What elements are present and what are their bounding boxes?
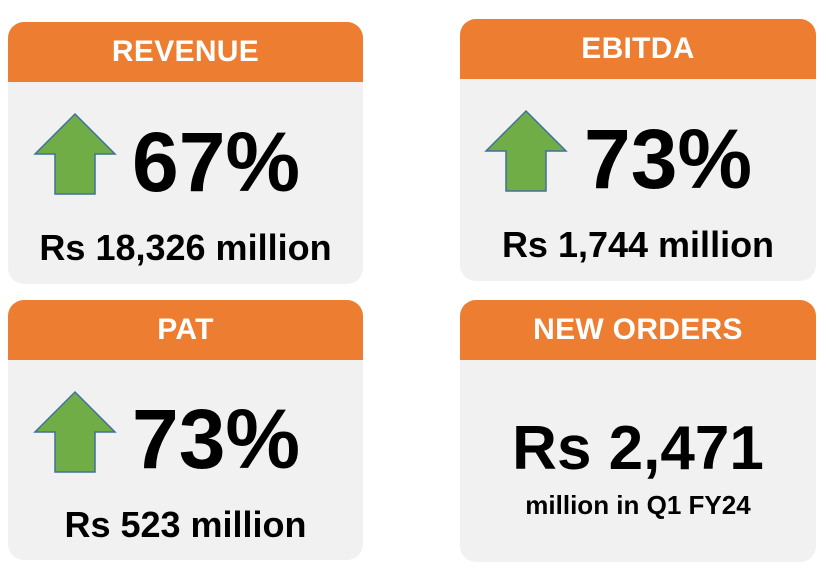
pat-amount: Rs 523 million: [64, 504, 307, 545]
revenue-amount: Rs 18,326 million: [39, 227, 332, 268]
new-orders-detail: million in Q1 FY24: [525, 490, 751, 520]
revenue-card: REVENUE 67% Rs 18,326 million: [8, 22, 363, 284]
pat-title: PAT: [8, 300, 363, 360]
up-arrow-icon: [484, 109, 568, 192]
new-orders-amount: Rs 2,471: [512, 414, 764, 483]
ebitda-change: 73%: [584, 112, 753, 206]
ebitda-amount: Rs 1,744 million: [501, 224, 775, 265]
pat-card: PAT 73% Rs 523 million: [8, 300, 363, 560]
ebitda-title: EBITDA: [460, 19, 816, 79]
revenue-title: REVENUE: [8, 22, 363, 82]
pat-change: 73%: [132, 392, 301, 486]
new-orders-title: NEW ORDERS: [460, 300, 816, 360]
ebitda-card: EBITDA 73% Rs 1,744 million: [460, 19, 816, 281]
up-arrow-icon: [33, 112, 117, 195]
new-orders-card: NEW ORDERS Rs 2,471 million in Q1 FY24: [460, 300, 816, 562]
revenue-change: 67%: [132, 115, 301, 209]
up-arrow-icon: [33, 390, 117, 473]
